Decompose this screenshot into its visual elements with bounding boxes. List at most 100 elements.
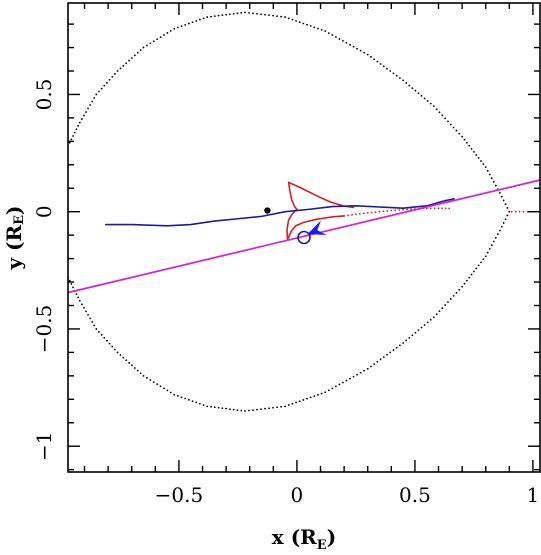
critical-curve-dot <box>83 114 85 117</box>
critical-curve-dot <box>260 408 262 411</box>
critical-curve-dot <box>306 23 308 26</box>
critical-curve-dot <box>366 367 369 370</box>
critical-curve-dot <box>349 43 351 46</box>
lens-position-dot <box>264 207 271 214</box>
critical-curve-dot <box>213 406 216 409</box>
critical-curve-dot <box>480 261 482 264</box>
critical-curve-dot <box>482 258 485 261</box>
critical-curve-dot <box>119 67 122 70</box>
caustic-lower-fold <box>286 215 345 241</box>
critical-curve-dot <box>195 401 198 404</box>
x-axis-label-symbol: x <box>272 525 285 549</box>
caustic-tail-dot <box>402 208 405 211</box>
critical-curve-dot <box>248 409 250 412</box>
critical-curve-dot <box>133 367 136 369</box>
critical-curve-dot <box>423 324 426 326</box>
critical-curve-dot <box>484 255 487 258</box>
caustic-tail-dot <box>390 209 393 212</box>
critical-curve-dot <box>411 334 414 337</box>
critical-curve-dot <box>85 111 87 113</box>
critical-curve-dot <box>256 12 258 15</box>
x-tick-label: 1 <box>527 483 540 507</box>
critical-curve-dot <box>131 57 133 59</box>
critical-curve-dot <box>313 395 316 398</box>
critical-curve-dot <box>91 321 94 323</box>
critical-curve-dot <box>473 270 475 273</box>
critical-curve-dot <box>356 373 358 376</box>
caustic-tail-dot <box>398 209 401 211</box>
critical-curve-dot <box>392 72 395 75</box>
critical-curve-dot <box>232 12 235 15</box>
critical-curve-dot <box>317 393 319 396</box>
critical-curve-dot <box>125 62 128 65</box>
caustic-tail-dot <box>347 214 349 217</box>
critical-curve-dot <box>152 381 155 384</box>
critical-curve-dot <box>114 73 116 75</box>
caustic-right-dot <box>518 210 521 213</box>
critical-curve-dot <box>284 16 287 18</box>
critical-curve-dot <box>502 199 505 202</box>
critical-curve-dot <box>414 89 417 92</box>
critical-curve-dot <box>122 356 125 359</box>
data-layer <box>68 11 540 412</box>
critical-curve-dot <box>268 407 270 410</box>
critical-curve-dot <box>452 126 455 129</box>
caustic-tail-dot <box>382 210 385 213</box>
critical-curve-dot <box>338 38 341 40</box>
y-axis-label-unit-sub: E <box>12 215 27 225</box>
critical-curve-dot <box>80 118 83 120</box>
tick-labels: −0.5 0 0.5 1 −1 −0.5 0 0.5 <box>32 79 539 507</box>
critical-curve-dot <box>480 160 482 162</box>
critical-curve-dot <box>125 359 128 362</box>
x-axis-label: x (RE) <box>272 525 336 553</box>
critical-curve-dot <box>225 407 228 410</box>
critical-curve-dot <box>287 17 290 20</box>
caustic-tail-dot <box>358 212 361 215</box>
critical-curve-dot <box>298 400 301 403</box>
critical-curve-dot <box>395 74 398 77</box>
critical-curve-dot <box>156 38 159 41</box>
critical-curve-dot <box>349 377 351 380</box>
critical-curve-dot <box>284 405 287 408</box>
critical-curve-dot <box>463 138 466 141</box>
critical-curve-dot <box>116 70 119 72</box>
critical-curve-dot <box>173 393 176 396</box>
critical-curve-dot <box>435 313 438 316</box>
critical-curve-dot <box>85 310 87 313</box>
critical-curve-dot <box>83 306 85 309</box>
critical-curve-dot <box>133 54 136 57</box>
critical-curve-dot <box>295 20 297 22</box>
critical-curve-dot <box>75 128 78 131</box>
critical-curve-dot <box>302 22 305 25</box>
caustic-tail-dot <box>441 207 443 210</box>
critical-curve-dot <box>236 12 239 15</box>
critical-curve-dot <box>494 236 497 239</box>
critical-curve-dot <box>382 65 385 68</box>
x-tick-label: −0.5 <box>155 483 204 507</box>
critical-curve-dot <box>486 251 489 254</box>
critical-curve-dot <box>461 285 464 288</box>
critical-curve-dot <box>342 381 344 384</box>
critical-curve-dot <box>366 53 369 56</box>
direction-arrowhead <box>307 220 327 236</box>
critical-curve-dot <box>389 70 392 72</box>
critical-curve-dot <box>320 28 323 31</box>
critical-curve-dot <box>291 18 294 21</box>
critical-curve-dot <box>70 283 73 285</box>
critical-curve-dot <box>470 273 473 276</box>
critical-curve-dot <box>392 349 395 351</box>
critical-curve-dot <box>370 56 372 58</box>
critical-curve-dot <box>420 326 423 329</box>
critical-curve-dot <box>458 132 461 135</box>
critical-curve-dot <box>169 29 172 32</box>
critical-curve-dot <box>306 397 308 400</box>
critical-curve-dot <box>484 166 487 169</box>
critical-curve-dot <box>373 58 376 61</box>
caustic-tail-dot <box>429 207 432 210</box>
critical-curve-dot <box>426 321 429 324</box>
critical-curve-dot <box>236 409 239 411</box>
critical-curve-dot <box>184 23 187 26</box>
caustic-right-dot <box>514 210 517 213</box>
critical-curve-dot <box>291 402 294 405</box>
critical-curve-dot <box>272 14 274 17</box>
